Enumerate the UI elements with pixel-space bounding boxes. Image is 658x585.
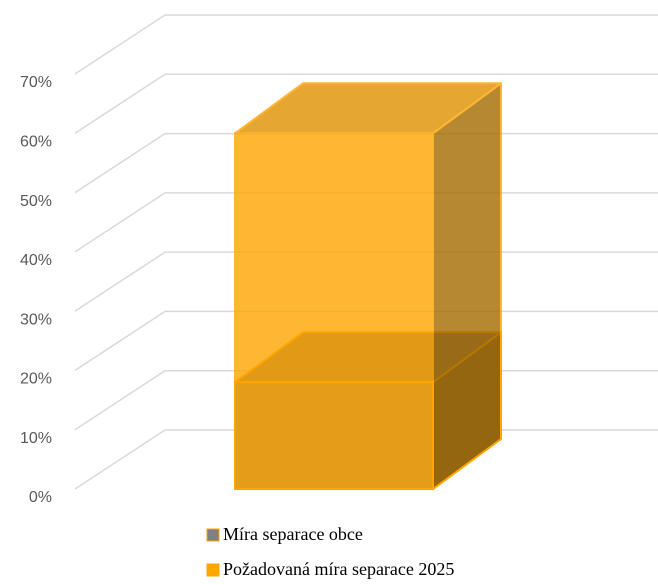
y-tick-label: 0% [29, 489, 52, 506]
legend-label: Požadovaná míra separace 2025 [223, 559, 454, 579]
y-tick-label: 70% [20, 74, 52, 91]
y-tick-label: 10% [20, 430, 52, 447]
grid-line [74, 14, 658, 75]
y-tick-label: 30% [20, 311, 52, 328]
bar-front [234, 132, 434, 491]
legend-swatch [206, 563, 220, 577]
y-tick-label: 50% [20, 193, 52, 210]
legend-swatch [206, 528, 220, 542]
bar-side [432, 82, 502, 490]
grid-line [74, 73, 658, 134]
bar [234, 82, 502, 491]
y-tick-label: 60% [20, 134, 52, 151]
y-tick-label: 20% [20, 371, 52, 388]
legend-label: Míra separace obce [223, 524, 363, 544]
y-tick-label: 40% [20, 252, 52, 269]
